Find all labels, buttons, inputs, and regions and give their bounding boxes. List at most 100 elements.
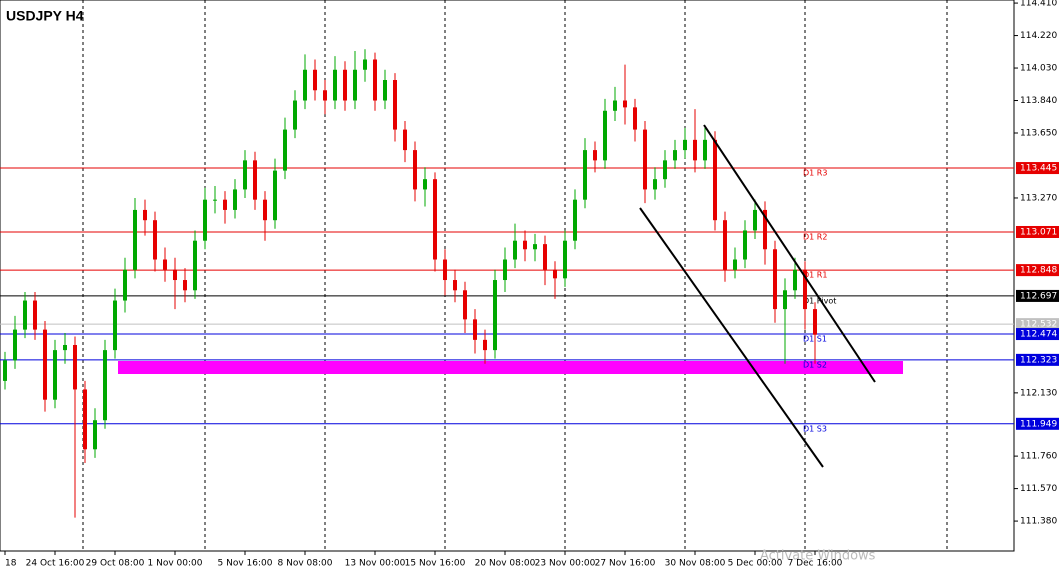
candle-body [443, 259, 447, 281]
pivot-name: D1 R1 [803, 271, 827, 280]
candle-body [343, 69, 347, 101]
candle-body [173, 269, 177, 281]
candle-body [373, 59, 377, 101]
candle-body [123, 269, 127, 301]
candle-body [423, 179, 427, 190]
candle-body [543, 244, 547, 270]
candle-body [73, 344, 77, 390]
candle-body [793, 269, 797, 291]
candle-body [53, 350, 57, 400]
candle-body [413, 150, 417, 190]
x-tick-label: 7 Dec 16:00 [788, 559, 843, 569]
pivot-label: 112.474 [1020, 330, 1057, 340]
candle-body [143, 209, 147, 221]
watermark: Activate Windows [760, 549, 876, 564]
channel-line [703, 124, 876, 383]
candle-body [693, 139, 697, 161]
candle-body [623, 100, 627, 108]
x-tick-label: 15 Nov 16:00 [405, 559, 466, 569]
candle-body [163, 259, 167, 270]
candle-body [293, 100, 297, 130]
y-tick-label: 113.270 [1020, 193, 1057, 203]
candle-body [813, 309, 817, 335]
y-tick-label: 114.220 [1020, 31, 1057, 41]
pivot-label: 111.949 [1020, 419, 1057, 429]
pivot-name: D1 R2 [803, 232, 827, 241]
y-tick-label: 113.650 [1020, 129, 1057, 139]
candle-body [333, 69, 337, 101]
candle-body [33, 300, 37, 330]
candle-body [133, 209, 137, 270]
candle-body [553, 269, 557, 279]
candle-body [183, 280, 187, 291]
candle-body [663, 160, 667, 180]
candle-body [403, 129, 407, 151]
pivot-label: 112.323 [1020, 355, 1057, 365]
candle-body [43, 329, 47, 400]
pivot-label: 113.071 [1020, 227, 1057, 237]
x-tick-label: 5 Dec 00:00 [728, 559, 783, 569]
y-tick-label: 114.030 [1020, 64, 1057, 74]
candle-body [753, 209, 757, 231]
candle-body [103, 350, 107, 421]
pivot-label: 112.848 [1020, 266, 1057, 276]
candle-body [513, 240, 517, 260]
candle-body [483, 339, 487, 351]
pivot-name: D1 R3 [803, 169, 827, 178]
pivot-label: 112.697 [1020, 291, 1057, 301]
pivot-name: D1 S3 [803, 424, 827, 433]
candle-body [283, 129, 287, 171]
x-tick-label: 8 Nov 08:00 [278, 559, 333, 569]
candle-body [763, 209, 767, 250]
candle-body [323, 90, 327, 101]
y-tick-label: 111.380 [1020, 517, 1057, 527]
x-tick-label: 13 Nov 00:00 [345, 559, 406, 569]
candle-body [673, 150, 677, 161]
candle-body [713, 139, 717, 221]
candle-body [773, 249, 777, 310]
pivot-box [1016, 289, 1059, 302]
pivot-label: 113.445 [1020, 164, 1057, 174]
candle-body [83, 389, 87, 450]
pivot-box [1016, 417, 1059, 430]
candle-body [533, 244, 537, 250]
candle-body [473, 319, 477, 340]
candle-body [223, 199, 227, 210]
candle-body [233, 189, 237, 210]
candle-body [603, 110, 607, 161]
candle-body [313, 69, 317, 91]
candle-body [203, 199, 207, 241]
pivot-box [1016, 353, 1059, 366]
candle-body [363, 59, 367, 70]
x-tick-label: 5 Nov 16:00 [218, 559, 273, 569]
candle-body [263, 199, 267, 221]
candle-body [63, 344, 67, 351]
candle-body [393, 80, 397, 130]
candle-body [113, 300, 117, 351]
x-tick-label: 18 [5, 559, 17, 569]
candle-body [523, 240, 527, 250]
x-tick-label: 23 Nov 00:00 [535, 559, 596, 569]
candle-body [463, 290, 467, 320]
candle-body [93, 420, 97, 450]
candle-body [303, 69, 307, 101]
candle-body [683, 139, 687, 151]
y-tick-label: 111.570 [1020, 484, 1057, 494]
candle-body [643, 129, 647, 190]
candle-body [593, 150, 597, 161]
y-tick-label: 112.130 [1020, 388, 1057, 398]
current-price-label: 112.532 [1020, 320, 1057, 330]
candle-body [13, 329, 17, 361]
candle-body [783, 290, 787, 310]
candle-body [243, 160, 247, 190]
pivot-box [1016, 328, 1059, 341]
x-tick-label: 29 Oct 08:00 [86, 559, 145, 569]
x-tick-label: 20 Nov 08:00 [475, 559, 536, 569]
candle-body [723, 220, 727, 270]
candle-body [213, 199, 217, 201]
candle-body [353, 69, 357, 101]
candle-body [193, 240, 197, 291]
candle-body [3, 360, 7, 381]
